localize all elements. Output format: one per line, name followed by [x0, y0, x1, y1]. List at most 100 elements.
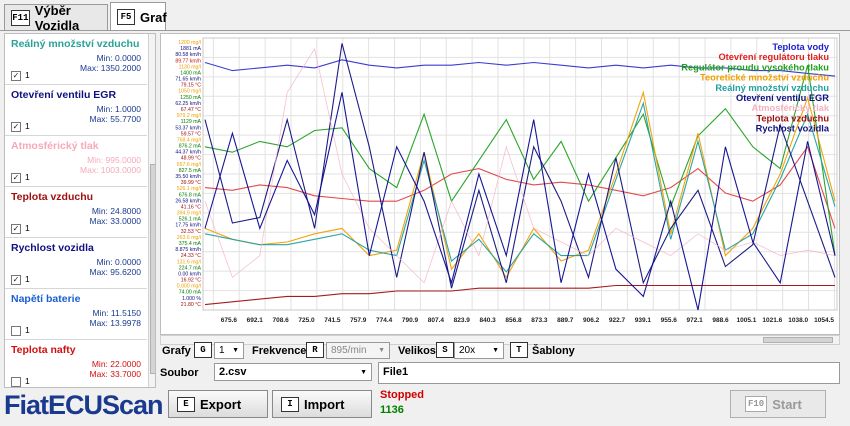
signal-max: Max: 55.7700 — [89, 114, 141, 124]
legend-entry: Regulátor proudu vysokého tlaku — [681, 62, 829, 72]
sablony-key[interactable]: T — [510, 342, 528, 358]
x-tick-label: 988.6 — [712, 317, 729, 324]
signal-checkbox[interactable]: ✓ — [11, 275, 21, 285]
chevron-down-icon: ▼ — [360, 368, 367, 376]
signal-item[interactable]: Reálný množství vzduchu Min: 0.0000 Max: 1… — [5, 34, 147, 85]
tab-graph[interactable]: F5 Graf — [110, 2, 167, 31]
grafy-value: 1 — [219, 345, 225, 356]
y-axis-label: 24.33 °C — [181, 253, 201, 259]
scrollbar-thumb[interactable] — [763, 337, 833, 343]
y-axis-label: 263.6 mg/l — [177, 235, 201, 241]
y-axis-label: 0.00 km/h — [178, 271, 201, 277]
x-tick-label: 725.0 — [298, 317, 315, 324]
x-tick-label: 856.8 — [505, 317, 522, 324]
y-axis-label: 526.1 mg/l — [177, 186, 201, 192]
x-tick-label: 1005.1 — [736, 317, 756, 324]
y-axis-label: 80.58 km/h — [175, 52, 201, 58]
file-name-field[interactable]: File1 — [378, 362, 840, 384]
signal-item[interactable]: Rychlost vozidla Min: 0.0000 Max: 95.6200 ✓… — [5, 238, 147, 289]
legend-entry: Atmosférický tlak — [751, 103, 829, 113]
y-axis-label: 0.000 mg/l — [177, 284, 201, 290]
y-axis-label: 59.57 °C — [181, 131, 201, 137]
signal-name: Reálný množství vzduchu — [11, 38, 140, 50]
scrollbar-thumb[interactable] — [150, 164, 155, 374]
signal-max: Max: 33.0000 — [89, 216, 141, 226]
y-axis-label: 1881 mA — [180, 46, 201, 52]
series-line — [204, 92, 836, 311]
tab-vehicle-selection[interactable]: F11 Výběr Vozidla — [4, 2, 108, 33]
x-tick-label: 1054.5 — [814, 317, 834, 324]
x-tick-label: 757.9 — [350, 317, 367, 324]
import-key: I — [281, 396, 299, 412]
frekvence-label: Frekvence — [252, 345, 307, 357]
signal-name: Rychlost vozidla — [11, 242, 94, 254]
y-axis-label: 62.25 km/h — [175, 101, 201, 107]
export-button[interactable]: E Export — [168, 390, 268, 418]
y-axis-label: 41.16 °C — [181, 204, 201, 210]
signal-min: Min: 11.5150 — [92, 308, 141, 318]
signal-checkbox[interactable] — [11, 326, 21, 336]
y-axis-label: 394.9 mg/l — [177, 211, 201, 217]
signal-item[interactable]: Teplota nafty Min: 22.0000 Max: 33.7000 1 — [5, 340, 147, 387]
frekvence-select[interactable]: 895/min ▼ — [326, 342, 390, 359]
y-axis-label: 827.5 mA — [179, 168, 202, 174]
chevron-down-icon: ▼ — [232, 347, 239, 354]
status-text: Stopped — [380, 389, 424, 401]
y-axis-label: 375.4 mA — [179, 241, 202, 247]
sablony-label[interactable]: Šablony — [532, 345, 575, 357]
y-axis-label: 876.2 mA — [179, 144, 202, 150]
signal-max: Max: 1003.0000 — [80, 165, 141, 175]
signal-checkbox[interactable]: ✓ — [11, 224, 21, 234]
x-tick-label: 741.5 — [324, 317, 341, 324]
graph-area[interactable]: 1200 mg/l 1881 mA 80.58 km/h 89.77 km/h 1130… — [160, 33, 840, 335]
signal-item[interactable]: Teplota vzduchu Min: 24.8000 Max: 33.0000 ✓… — [5, 187, 147, 238]
signal-min: Min: 995.0000 — [87, 155, 141, 165]
grafy-label: Grafy — [162, 345, 191, 357]
y-axis-label: 1130 mg/l — [179, 64, 201, 70]
y-axis-label: 21.80 °C — [181, 302, 201, 308]
x-tick-label: 823.9 — [454, 317, 471, 324]
soubor-label: Soubor — [160, 367, 199, 379]
grafy-select[interactable]: 1 ▼ — [214, 342, 244, 359]
file-select[interactable]: 2.csv ▼ — [214, 363, 372, 381]
tab-divider — [0, 30, 850, 31]
signal-item[interactable]: Napětí baterie Min: 11.5150 Max: 13.9978 1 — [5, 289, 147, 340]
signal-max: Max: 13.9978 — [89, 318, 141, 328]
y-axis-label: 48.99 °C — [181, 156, 201, 162]
signal-item[interactable]: Otevření ventilu EGR Min: 1.0000 Max: 55.7… — [5, 85, 147, 136]
x-tick-label: 889.7 — [557, 317, 574, 324]
velikost-select[interactable]: 20x ▼ — [454, 342, 504, 359]
tab-key: F11 — [11, 9, 30, 26]
x-tick-label: 692.1 — [247, 317, 264, 324]
start-label: Start — [772, 396, 802, 412]
signal-list-scrollbar[interactable] — [148, 34, 155, 387]
x-tick-label: 955.6 — [661, 317, 678, 324]
signal-max: Max: 95.6200 — [89, 267, 141, 277]
start-button[interactable]: F10 Start — [730, 390, 826, 418]
signal-name: Napětí baterie — [11, 293, 81, 305]
y-axis-label: 89.77 km/h — [175, 58, 201, 64]
signal-checkbox[interactable]: ✓ — [11, 122, 21, 132]
series-line — [204, 145, 836, 229]
tab-bar: F11 Výběr Vozidla F5 Graf — [0, 0, 850, 33]
app-logo: FiatECUScan — [4, 390, 164, 420]
x-tick-label: 708.6 — [272, 317, 289, 324]
legend-entry: Otevření ventilu EGR — [736, 93, 829, 103]
x-tick-label: 1038.0 — [788, 317, 808, 324]
legend-entry: Teoretické množství vzduchu — [700, 73, 829, 83]
signal-checkbox[interactable]: ✓ — [11, 173, 21, 183]
import-button[interactable]: I Import — [272, 390, 372, 418]
y-axis-label: 131.6 mg/l — [177, 259, 201, 265]
tab-label: Výběr Vozidla — [34, 2, 80, 33]
signal-list[interactable]: Reálný množství vzduchu Min: 0.0000 Max: 1… — [4, 33, 156, 388]
signal-item[interactable]: Atmosférický tlak Min: 995.0000 Max: 1003.… — [5, 136, 147, 187]
legend-entry: Teplota vody — [772, 42, 829, 52]
signal-graph-number: 1 — [25, 121, 30, 131]
signal-checkbox[interactable]: ✓ — [11, 71, 21, 81]
y-axis-label: 17.75 km/h — [175, 223, 201, 229]
signal-graph-number: 1 — [25, 172, 30, 182]
file-select-group: Soubor 2.csv ▼ — [160, 362, 372, 384]
x-tick-label: 1021.6 — [762, 317, 782, 324]
signal-checkbox[interactable] — [11, 377, 21, 387]
signal-name: Otevření ventilu EGR — [11, 89, 117, 101]
